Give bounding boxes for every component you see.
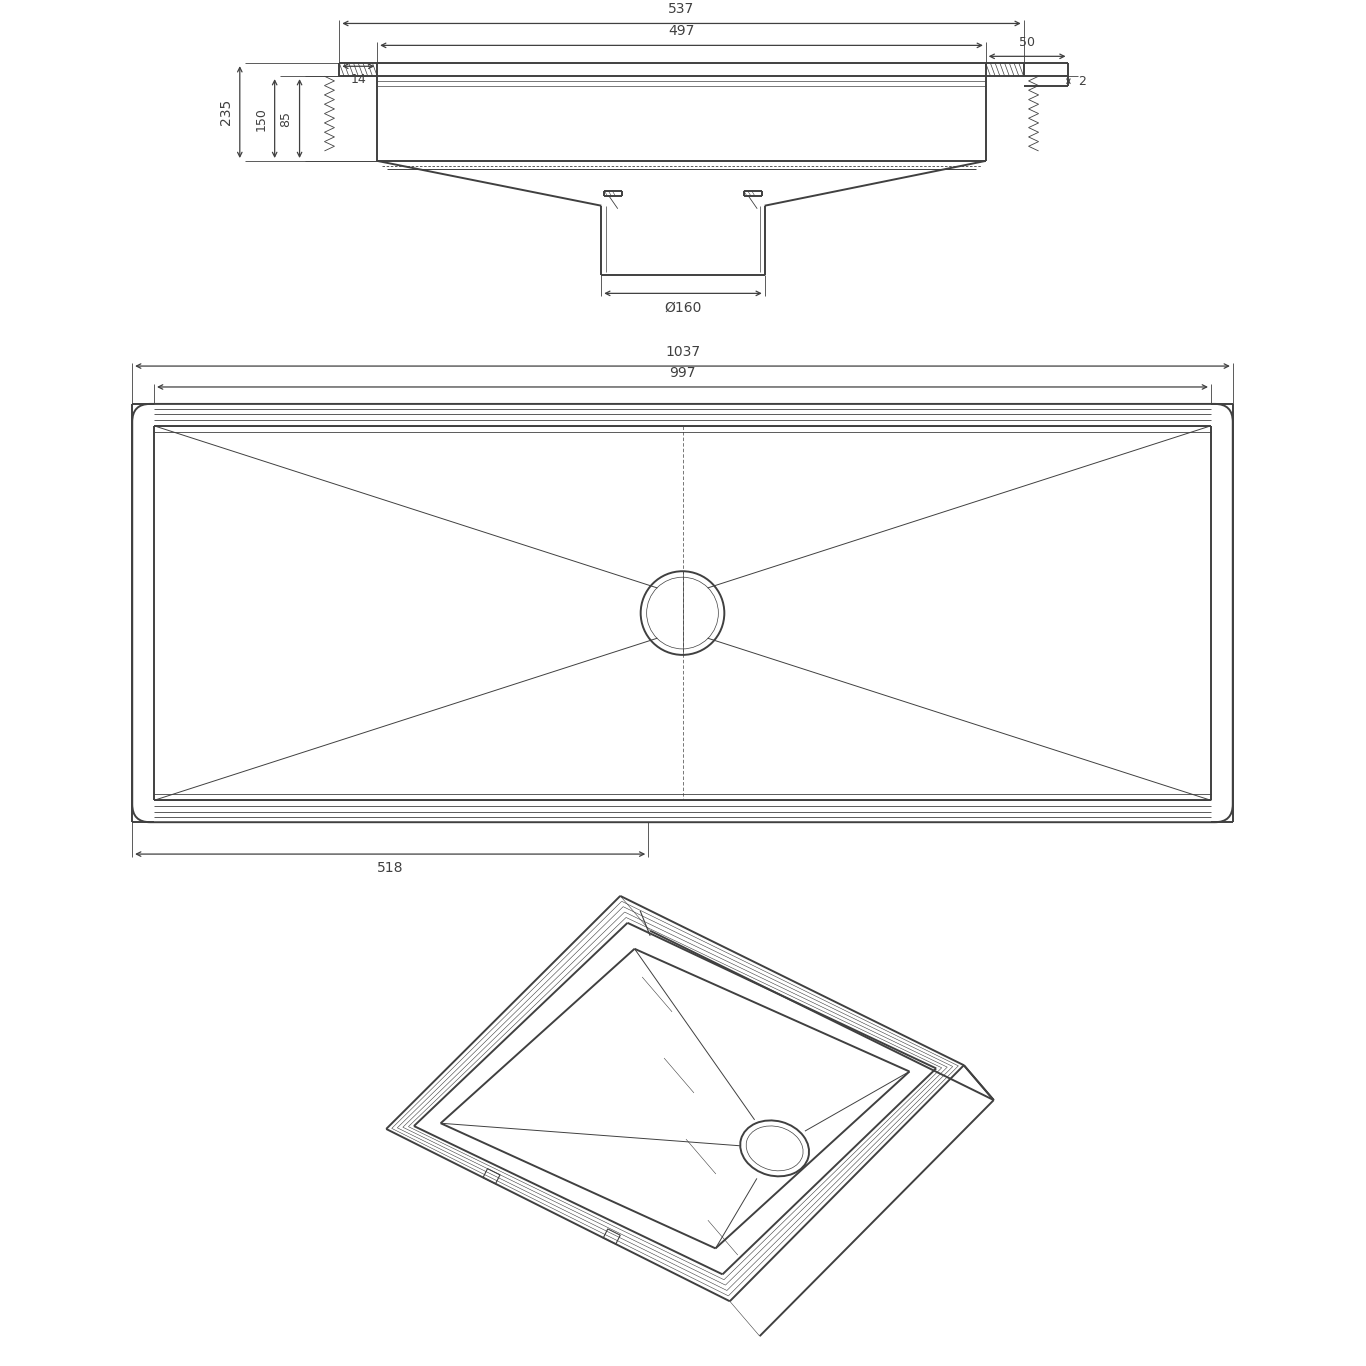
Text: Ø160: Ø160: [664, 301, 702, 314]
Text: 14: 14: [351, 74, 366, 86]
Text: 497: 497: [668, 25, 695, 38]
Text: 518: 518: [377, 861, 403, 876]
Text: 537: 537: [668, 3, 695, 16]
Text: 997: 997: [669, 366, 695, 380]
Text: 1037: 1037: [665, 346, 699, 359]
Ellipse shape: [740, 1120, 809, 1176]
Text: 85: 85: [280, 111, 292, 127]
Text: 150: 150: [254, 107, 268, 131]
Text: 235: 235: [219, 98, 232, 126]
Text: 2: 2: [1078, 75, 1086, 87]
Text: 50: 50: [1019, 37, 1035, 49]
